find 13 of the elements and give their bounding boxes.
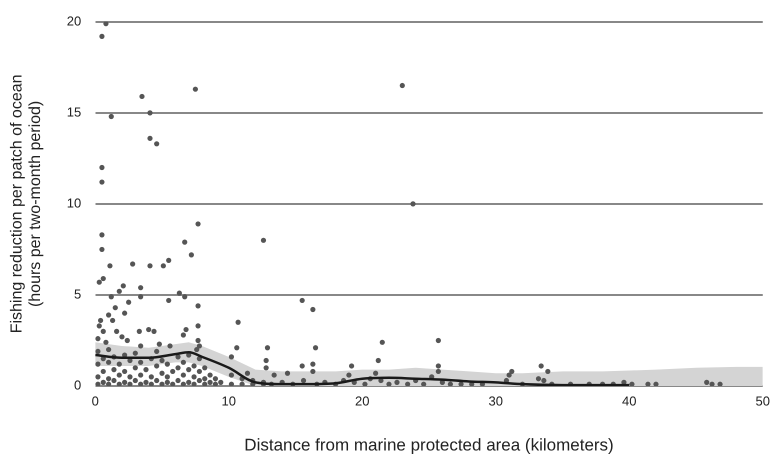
y-tick-label: 15 <box>66 104 82 120</box>
x-tick-label: 0 <box>92 393 99 408</box>
x-tick-label: 30 <box>488 393 503 408</box>
x-axis-title: Distance from marine protected area (kilometers) <box>244 435 614 454</box>
y-axis-title: Fishing reduction per patch of ocean (hours per two-month period) <box>8 74 44 334</box>
y-tick-label: 10 <box>66 195 82 210</box>
y-tick-label: 20 <box>66 13 82 28</box>
x-tick-label: 10 <box>222 393 236 408</box>
x-tick-label: 40 <box>622 393 636 408</box>
x-tick-label: 20 <box>355 393 370 408</box>
y-tick-label: 5 <box>74 286 82 302</box>
x-tick-label: 50 <box>756 393 770 408</box>
y-tick-label: 0 <box>74 378 82 393</box>
